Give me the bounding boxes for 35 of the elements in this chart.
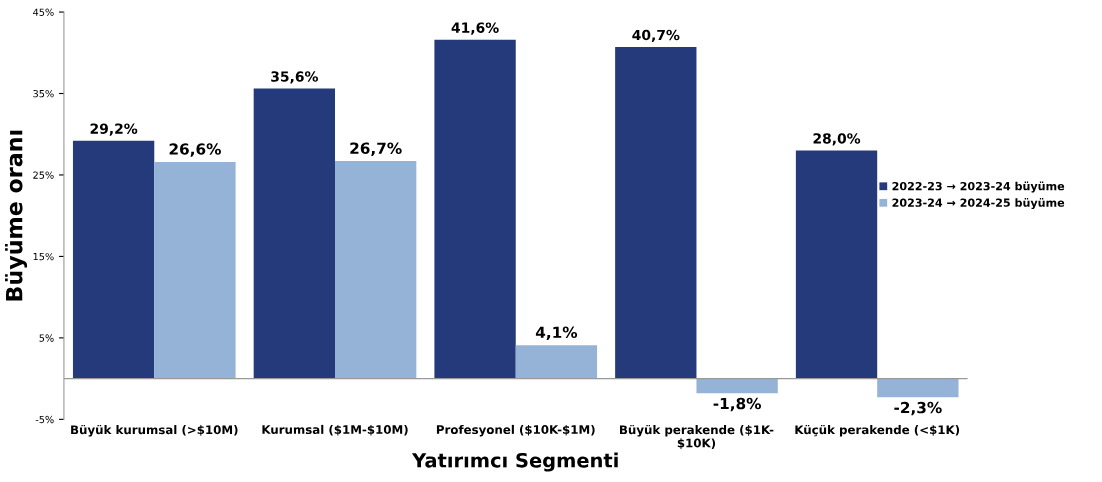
data-label: -1,8% — [713, 397, 761, 412]
data-label: 35,6% — [271, 71, 318, 84]
x-tick-label: Profesyonel ($10K-$1M) — [436, 424, 595, 437]
data-label: 29,2% — [90, 123, 138, 136]
bar — [72, 140, 155, 379]
legend-label: 2022-23 → 2023-24 büyüme — [892, 181, 1065, 193]
y-axis-title: Büyüme oranı — [5, 130, 28, 301]
x-axis-title: Yatırımcı Segmenti — [411, 452, 618, 472]
bar — [434, 39, 516, 379]
data-label: 28,0% — [813, 133, 861, 146]
bar — [795, 150, 878, 379]
data-label: 41,6% — [451, 22, 499, 35]
data-label: 4,1% — [535, 326, 578, 341]
x-tick-label: Büyük kurumsal (>$10M) — [71, 424, 238, 437]
bar — [253, 88, 336, 379]
bar — [877, 378, 959, 398]
y-tick-label: 45% — [33, 8, 54, 16]
legend-label: 2023-24 → 2024-25 büyüme — [892, 198, 1065, 210]
x-tick-label: Büyük perakende ($1K-$10K) — [620, 424, 774, 450]
bar — [515, 345, 598, 379]
data-label: 40,7% — [632, 29, 680, 42]
data-label: 26,6% — [169, 143, 221, 157]
y-tick-label: 15% — [33, 252, 54, 261]
data-label: -2,3% — [894, 401, 942, 416]
y-tick-label: 25% — [33, 171, 54, 179]
y-tick-label: 5% — [39, 334, 54, 342]
x-tick-label: Küçük perakende (<$1K) — [795, 424, 960, 437]
bar — [335, 161, 417, 379]
x-tick-label: Kurumsal ($1M-$10M) — [262, 424, 408, 436]
y-tick-label: -5% — [35, 415, 54, 424]
bar — [696, 378, 778, 394]
bar — [154, 161, 236, 379]
data-label: 26,7% — [350, 142, 402, 156]
bar — [615, 47, 697, 379]
y-tick-label: 35% — [33, 89, 54, 98]
